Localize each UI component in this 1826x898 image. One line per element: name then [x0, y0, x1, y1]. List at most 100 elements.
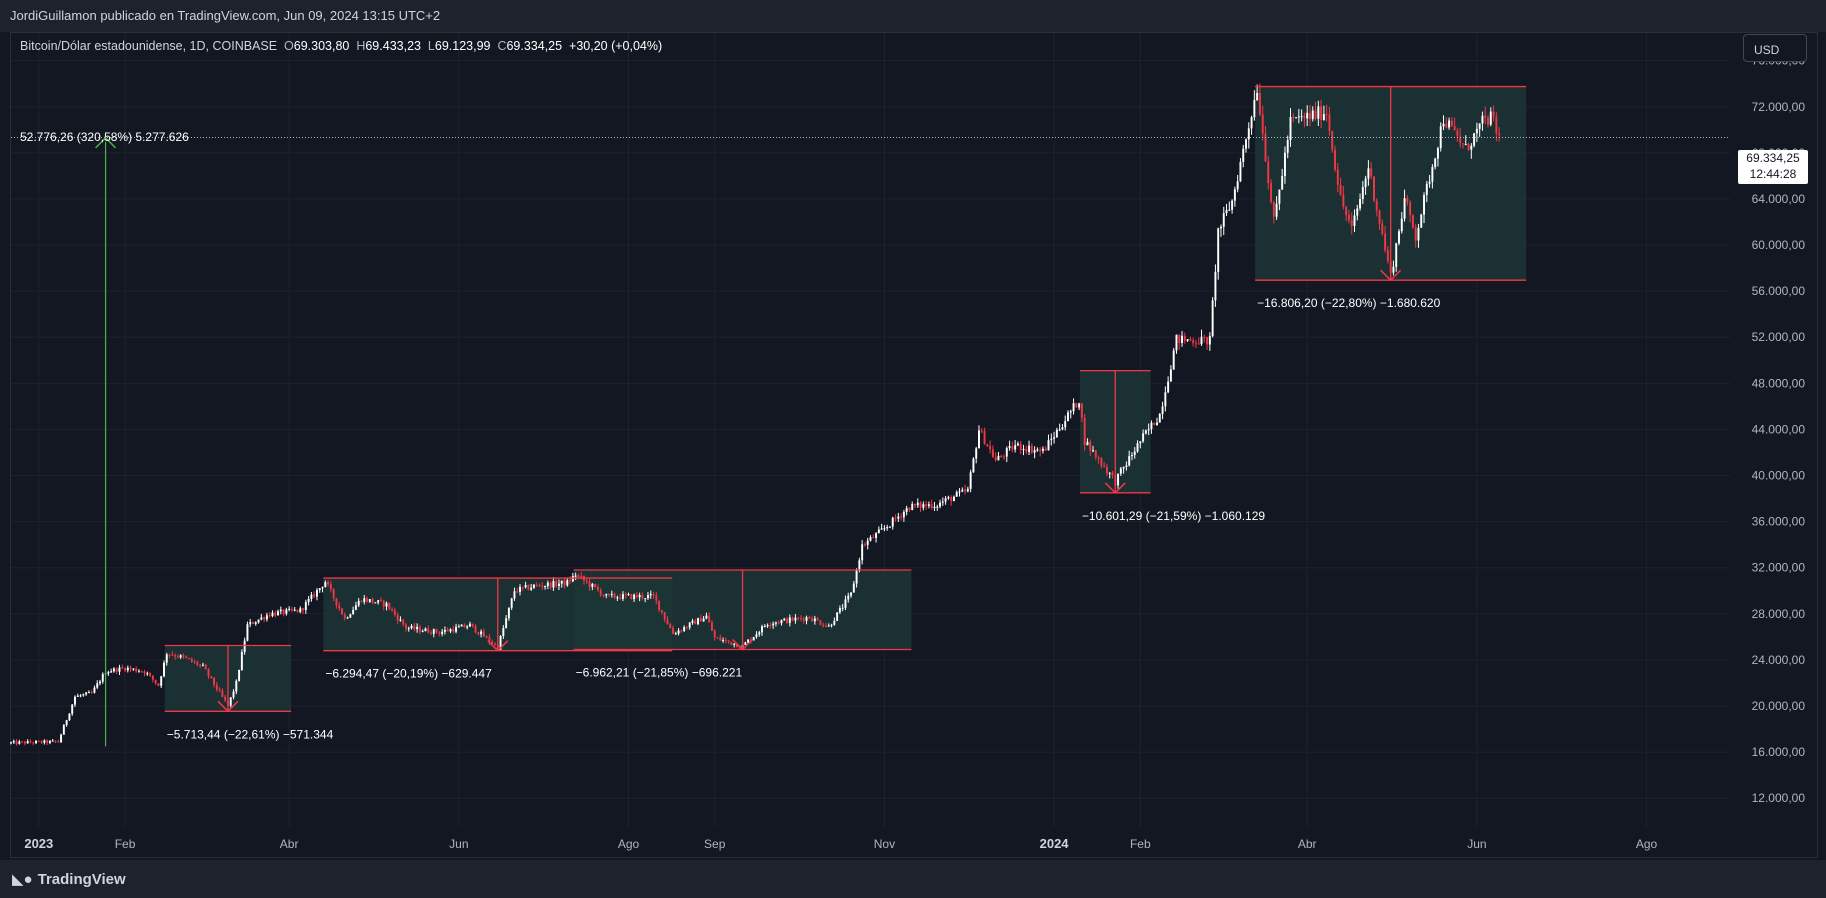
- candle-body: [1484, 115, 1487, 118]
- candle-body: [421, 631, 424, 633]
- y-tick-label: 28.000,00: [1752, 607, 1806, 621]
- candle-body: [774, 622, 777, 624]
- y-tick-label: 32.000,00: [1752, 561, 1806, 575]
- candle-body: [961, 489, 964, 492]
- current-price-tag: 69.334,25 12:44:28: [1738, 150, 1808, 184]
- candle-body: [1067, 412, 1069, 422]
- candle-body: [213, 677, 216, 685]
- candle-body: [1347, 215, 1350, 221]
- close-label: C: [497, 39, 507, 53]
- candle-body: [799, 617, 802, 619]
- candle-body: [124, 668, 127, 671]
- candle-body: [1197, 343, 1200, 345]
- x-tick-label: Jun: [1467, 837, 1486, 851]
- candle-body: [199, 664, 202, 666]
- candle-body: [338, 605, 341, 609]
- candle-body: [1406, 198, 1409, 203]
- candle-body: [1178, 334, 1181, 344]
- candle-body: [288, 608, 291, 610]
- candle-body: [616, 597, 619, 599]
- candle-body: [658, 600, 661, 610]
- candle-body: [805, 617, 808, 621]
- candle-body: [471, 623, 474, 626]
- candle-body: [171, 654, 174, 656]
- candle-body: [441, 631, 444, 634]
- candle-body: [112, 668, 115, 672]
- candle-body: [638, 595, 641, 598]
- candle-body: [705, 615, 708, 619]
- candle-body: [207, 669, 210, 676]
- candle-body: [697, 618, 700, 625]
- candle-body: [1069, 411, 1072, 413]
- candle-body: [1417, 227, 1420, 241]
- candle-body: [1133, 451, 1136, 456]
- candle-body: [1470, 145, 1473, 150]
- x-tick-label: 2023: [24, 836, 53, 851]
- candle-body: [1342, 194, 1345, 207]
- candle-body: [1331, 130, 1334, 150]
- candle-body: [652, 593, 655, 596]
- candle-body: [346, 617, 349, 619]
- candle-body: [989, 446, 992, 450]
- y-tick-label: 20.000,00: [1752, 699, 1806, 713]
- chart-frame: [10, 32, 1818, 858]
- candle-body: [1309, 112, 1311, 120]
- candle-body: [944, 498, 947, 502]
- candle-body: [121, 667, 124, 669]
- candle-body: [1467, 144, 1470, 150]
- bar-countdown: 12:44:28: [1749, 167, 1797, 181]
- measure-arrowhead-down: [217, 700, 239, 713]
- candle-body: [502, 628, 505, 636]
- candle-body: [313, 594, 316, 597]
- candle-body: [724, 640, 727, 642]
- candle-body: [694, 620, 697, 625]
- candle-body: [527, 585, 530, 590]
- candle-body: [302, 608, 305, 611]
- candle-body: [118, 667, 121, 672]
- candle-body: [366, 598, 369, 602]
- measure-arrowhead-up: [95, 136, 117, 149]
- candle-body: [126, 667, 129, 671]
- candle-body: [1000, 455, 1003, 457]
- candle-body: [232, 691, 235, 698]
- candle-body: [163, 662, 165, 677]
- candle-body: [37, 740, 40, 742]
- candle-body: [980, 430, 983, 432]
- candle-body: [268, 615, 271, 617]
- measure-arrowhead-down: [1380, 269, 1402, 282]
- y-tick-label: 24.000,00: [1752, 653, 1806, 667]
- candle-body: [594, 583, 597, 587]
- candle-body: [1283, 152, 1286, 177]
- candle-body: [936, 506, 939, 508]
- tradingview-brand[interactable]: ◣● TradingView: [12, 870, 126, 888]
- candle-body: [613, 593, 616, 598]
- candle-body: [1164, 392, 1167, 407]
- currency-button[interactable]: USD: [1743, 34, 1807, 62]
- candle-body: [315, 590, 318, 597]
- candle-body: [466, 626, 469, 628]
- candle-body: [716, 637, 719, 639]
- candle-body: [1094, 450, 1097, 458]
- candle-body: [666, 619, 669, 625]
- candle-body: [494, 643, 496, 645]
- candle-body: [1398, 231, 1400, 244]
- candle-body: [1019, 443, 1022, 451]
- candle-body: [641, 595, 644, 599]
- candle-body: [15, 741, 18, 744]
- candle-body: [260, 617, 263, 620]
- candle-body: [958, 491, 961, 493]
- candle-body: [1392, 266, 1395, 273]
- candle-body: [374, 602, 377, 604]
- candle-body: [463, 624, 466, 628]
- candle-body: [1016, 443, 1019, 446]
- symbol-name: Bitcoin/Dólar estadounidense, 1D, COINBA…: [20, 39, 278, 53]
- candle-body: [880, 528, 883, 530]
- candle-body: [755, 634, 758, 638]
- candle-body: [922, 504, 925, 508]
- candle-body: [544, 586, 547, 588]
- y-tick-label: 56.000,00: [1752, 284, 1806, 298]
- candle-body: [986, 444, 989, 447]
- candle-body: [238, 669, 241, 681]
- candle-body: [335, 598, 338, 606]
